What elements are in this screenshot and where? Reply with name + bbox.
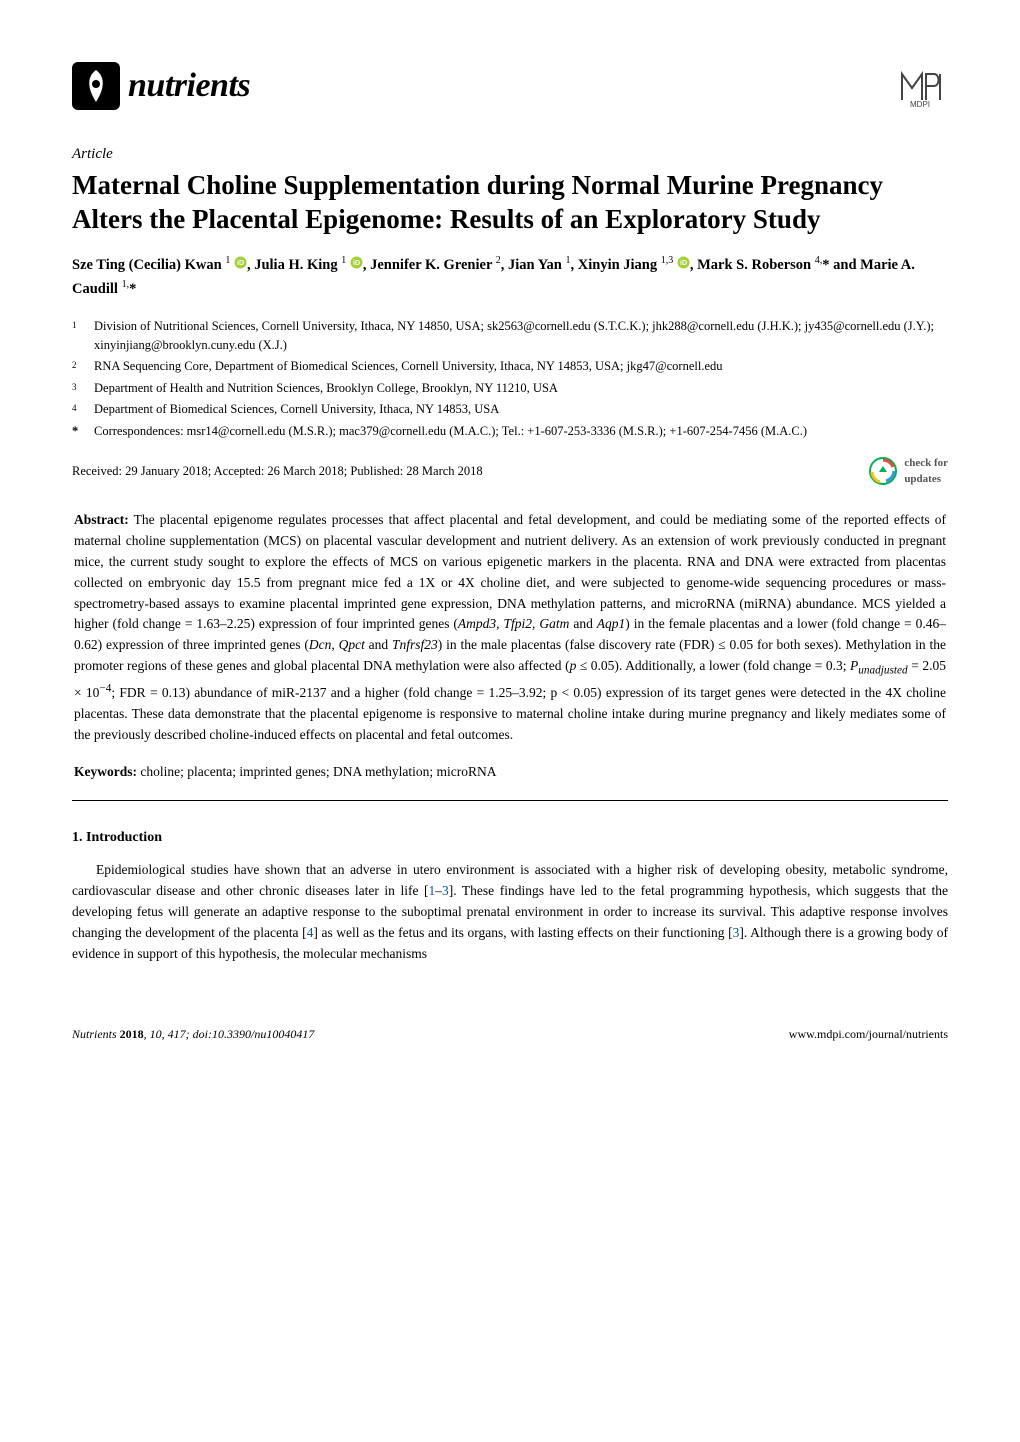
footer-journal: Nutrients	[72, 1027, 120, 1041]
affiliation-num: 1	[72, 317, 94, 356]
updates-label-1: check for	[904, 457, 948, 469]
received-text: Received: 29 January 2018; Accepted: 26 …	[72, 462, 483, 481]
affiliation-row: 1 Division of Nutritional Sciences, Corn…	[94, 317, 948, 356]
affiliation-num: 2	[72, 357, 94, 376]
affiliation-row: 2 RNA Sequencing Core, Department of Bio…	[94, 357, 948, 376]
updates-label-2: updates	[904, 473, 941, 485]
check-updates-icon	[868, 456, 898, 486]
correspondence-row: * Correspondences: msr14@cornell.edu (M.…	[94, 422, 948, 441]
affiliation-text: RNA Sequencing Core, Department of Biome…	[94, 357, 723, 376]
mdpi-logo: MDPI	[892, 60, 948, 115]
affiliation-num: 3	[72, 379, 94, 398]
dates-row: Received: 29 January 2018; Accepted: 26 …	[72, 455, 948, 488]
affiliation-text: Department of Health and Nutrition Scien…	[94, 379, 558, 398]
orcid-icon: iD	[350, 256, 363, 269]
article-label: Article	[72, 143, 948, 166]
svg-text:iD: iD	[353, 261, 360, 268]
nutrients-icon	[72, 62, 120, 110]
footer-right: www.mdpi.com/journal/nutrients	[789, 1025, 948, 1043]
affiliations: 1 Division of Nutritional Sciences, Corn…	[72, 317, 948, 441]
correspondence-star: *	[72, 422, 94, 441]
footer-year: 2018	[120, 1027, 144, 1041]
orcid-icon: iD	[234, 256, 247, 269]
abstract: Abstract: The placental epigenome regula…	[72, 510, 948, 746]
footer-left: Nutrients 2018, 10, 417; doi:10.3390/nu1…	[72, 1025, 314, 1043]
article-title: Maternal Choline Supplementation during …	[72, 168, 948, 237]
svg-text:iD: iD	[237, 261, 244, 268]
keywords-text: choline; placenta; imprinted genes; DNA …	[137, 764, 497, 779]
footer-citation: , 10, 417; doi:10.3390/nu10040417	[144, 1027, 315, 1041]
keywords: Keywords: choline; placenta; imprinted g…	[72, 762, 948, 782]
mdpi-icon: MDPI	[892, 60, 948, 108]
abstract-text: The placental epigenome regulates proces…	[74, 512, 946, 742]
body-text: ] as well as the fetus and its organs, w…	[313, 925, 732, 940]
orcid-icon: iD	[677, 256, 690, 269]
separator	[72, 800, 948, 801]
svg-text:iD: iD	[680, 261, 687, 268]
body-text: –	[435, 883, 442, 898]
footer: Nutrients 2018, 10, 417; doi:10.3390/nu1…	[72, 1025, 948, 1043]
check-updates-link[interactable]: check for updates	[868, 455, 948, 488]
journal-name: nutrients	[128, 60, 250, 111]
journal-logo: nutrients	[72, 60, 250, 111]
ref-link[interactable]: 3	[442, 883, 449, 898]
affiliation-text: Division of Nutritional Sciences, Cornel…	[94, 317, 948, 356]
section-heading: 1. Introduction	[72, 827, 948, 848]
updates-label: check for updates	[904, 455, 948, 488]
affiliation-row: 3 Department of Health and Nutrition Sci…	[94, 379, 948, 398]
svg-text:MDPI: MDPI	[910, 100, 930, 108]
authors: Sze Ting (Cecilia) Kwan 1 iD, Julia H. K…	[72, 253, 948, 301]
header: nutrients MDPI	[72, 60, 948, 115]
abstract-label: Abstract:	[74, 512, 129, 527]
keywords-label: Keywords:	[74, 764, 137, 779]
correspondence-text: Correspondences: msr14@cornell.edu (M.S.…	[94, 422, 807, 441]
affiliation-row: 4 Department of Biomedical Sciences, Cor…	[94, 400, 948, 419]
affiliation-text: Department of Biomedical Sciences, Corne…	[94, 400, 499, 419]
journal-url[interactable]: www.mdpi.com/journal/nutrients	[789, 1027, 948, 1041]
body-paragraph: Epidemiological studies have shown that …	[72, 860, 948, 965]
affiliation-num: 4	[72, 400, 94, 419]
